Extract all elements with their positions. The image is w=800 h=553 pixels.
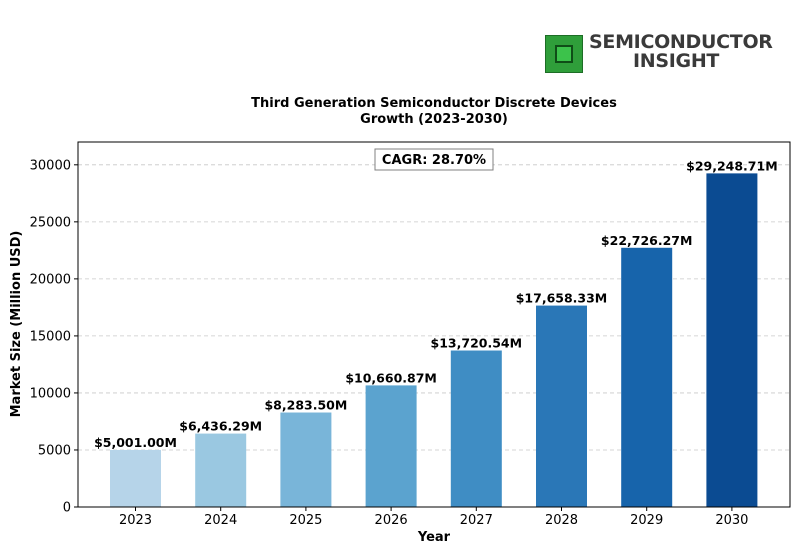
bar-value-label: $10,660.87M xyxy=(345,370,437,385)
y-tick-label: 10000 xyxy=(30,386,71,401)
bars xyxy=(110,173,758,507)
bar-value-labels: $5,001.00M$6,436.29M$8,283.50M $10,660.87… xyxy=(94,158,778,450)
y-axis-ticks: 0 5000 10000 15000 20000 25000 30000 xyxy=(30,158,78,516)
bar-value-label: $8,283.50M xyxy=(264,398,347,413)
bar-2026 xyxy=(365,385,417,507)
y-tick-label: 0 xyxy=(63,501,71,516)
bar-2024 xyxy=(195,433,247,507)
y-axis-label: Market Size (Million USD) xyxy=(9,231,24,418)
y-tick-label: 15000 xyxy=(30,329,71,344)
bar-2030 xyxy=(706,173,758,507)
x-tick-label: 2024 xyxy=(204,513,237,528)
logo-line1: SEMICONDUCTOR xyxy=(589,31,773,53)
chip-icon xyxy=(545,35,583,73)
bar-value-label: $29,248.71M xyxy=(686,158,778,173)
x-axis-label: Year xyxy=(417,530,451,545)
y-tick-label: 5000 xyxy=(38,443,71,458)
y-tick-label: 25000 xyxy=(30,215,71,230)
bar-value-label: $17,658.33M xyxy=(516,291,608,306)
bar-2028 xyxy=(536,305,587,507)
plot-frame xyxy=(77,141,791,508)
bar-2027 xyxy=(450,350,502,507)
x-tick-label: 2028 xyxy=(545,513,578,528)
bar-value-label: $22,726.27M xyxy=(601,233,693,248)
x-tick-label: 2025 xyxy=(289,513,322,528)
bar-value-label: $13,720.54M xyxy=(431,336,523,351)
x-tick-label: 2030 xyxy=(715,513,748,528)
cagr-annotation: CAGR: 28.70% xyxy=(382,153,486,168)
x-tick-label: 2029 xyxy=(630,513,663,528)
chart-title-line1: Third Generation Semiconductor Discrete … xyxy=(251,96,617,111)
semiconductor-insight-logo: SEMICONDUCTOR INSIGHT xyxy=(545,31,773,75)
x-tick-label: 2023 xyxy=(119,513,152,528)
bar-value-label: $5,001.00M xyxy=(94,435,177,450)
bar-2029 xyxy=(621,247,673,507)
y-tick-label: 30000 xyxy=(30,158,71,173)
gridlines xyxy=(78,164,790,451)
bar-2023 xyxy=(110,449,161,507)
y-tick-label: 20000 xyxy=(30,272,71,287)
bar-2025 xyxy=(280,412,332,507)
logo-line2: INSIGHT xyxy=(633,50,720,72)
chart-title-line2: Growth (2023-2030) xyxy=(360,112,508,127)
cagr-annotation-box xyxy=(374,148,494,171)
x-tick-label: 2026 xyxy=(375,513,408,528)
bar-value-label: $6,436.29M xyxy=(179,419,262,434)
x-tick-label: 2027 xyxy=(460,513,493,528)
x-axis-ticks: 2023 2024 2025 2026 2027 2028 2029 2030 xyxy=(119,507,748,528)
